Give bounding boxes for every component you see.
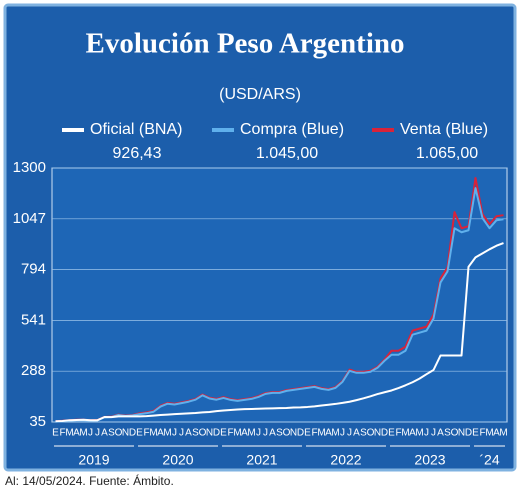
x-tick-label: M [401, 428, 409, 439]
x-tick-label: A [493, 428, 500, 439]
x-tick-label: O [451, 428, 459, 439]
legend-value: 926,43 [113, 145, 162, 162]
x-tick-label: M [499, 428, 507, 439]
x-tick-label: E [136, 428, 143, 439]
year-label: 2021 [246, 452, 277, 468]
x-tick-label: F [395, 428, 401, 439]
x-tick-label: N [290, 428, 297, 439]
year-label: 2022 [330, 452, 361, 468]
footnote: Al: 14/05/2024. Fuente: Ámbito. [5, 473, 174, 488]
x-tick-label: S [444, 428, 451, 439]
y-tick-label: 794 [21, 261, 46, 278]
x-tick-label: J [263, 428, 268, 439]
x-tick-label: D [465, 428, 472, 439]
x-tick-label: N [122, 428, 129, 439]
x-tick-label: M [247, 428, 255, 439]
x-tick-label: J [88, 428, 93, 439]
x-tick-label: M [317, 428, 325, 439]
x-tick-label: D [381, 428, 388, 439]
x-tick-label: S [108, 428, 115, 439]
x-tick-label: S [192, 428, 199, 439]
series-line [55, 242, 504, 423]
x-tick-label: J [424, 428, 429, 439]
x-tick-label: N [374, 428, 381, 439]
x-tick-label: J [431, 428, 436, 439]
x-tick-label: A [269, 428, 276, 439]
x-tick-label: M [163, 428, 171, 439]
x-tick-label: J [256, 428, 261, 439]
x-tick-label: A [101, 428, 108, 439]
x-tick-label: E [304, 428, 311, 439]
x-tick-label: D [213, 428, 220, 439]
x-tick-label: F [59, 428, 65, 439]
x-tick-label: A [157, 428, 164, 439]
x-tick-label: S [360, 428, 367, 439]
plot-area [51, 167, 508, 423]
legend-label: Compra (Blue) [240, 121, 344, 138]
legend-label: Oficial (BNA) [90, 121, 182, 138]
x-tick-label: O [367, 428, 375, 439]
x-tick-label: E [388, 428, 395, 439]
y-tick-label: 541 [21, 311, 46, 328]
x-tick-label: A [437, 428, 444, 439]
x-tick-label: M [149, 428, 157, 439]
x-tick-label: A [353, 428, 360, 439]
legend-label: Venta (Blue) [400, 121, 488, 138]
x-tick-label: A [409, 428, 416, 439]
x-tick-label: M [233, 428, 241, 439]
x-tick-label: J [172, 428, 177, 439]
x-tick-label: F [479, 428, 485, 439]
x-tick-label: M [65, 428, 73, 439]
y-tick-label: 288 [21, 362, 46, 379]
x-tick-label: F [143, 428, 149, 439]
x-tick-label: S [276, 428, 283, 439]
x-tick-label: M [485, 428, 493, 439]
x-tick-label: J [179, 428, 184, 439]
x-tick-label: J [95, 428, 100, 439]
chart-title: Evolución Peso Argentino [85, 28, 404, 60]
x-tick-label: E [472, 428, 479, 439]
x-tick-label: E [52, 428, 59, 439]
x-tick-label: F [311, 428, 317, 439]
x-tick-label: O [283, 428, 291, 439]
x-tick-label: N [458, 428, 465, 439]
x-tick-label: A [73, 428, 80, 439]
year-label: ´24 [479, 452, 499, 468]
x-tick-label: O [199, 428, 207, 439]
y-tick-label: 1047 [13, 210, 46, 227]
y-tick-label: 1300 [13, 159, 46, 176]
year-label: 2019 [78, 452, 109, 468]
x-tick-label: J [347, 428, 352, 439]
x-tick-label: M [331, 428, 339, 439]
x-tick-label: D [129, 428, 136, 439]
x-tick-label: A [325, 428, 332, 439]
subtitle: (USD/ARS) [219, 86, 301, 103]
x-tick-label: F [227, 428, 233, 439]
year-label: 2020 [162, 452, 193, 468]
legend-value: 1.065,00 [416, 145, 478, 162]
legend-value: 1.045,00 [256, 145, 318, 162]
x-tick-label: M [79, 428, 87, 439]
x-tick-label: A [185, 428, 192, 439]
x-tick-label: O [115, 428, 123, 439]
y-tick-label: 35 [29, 413, 46, 430]
x-tick-label: N [206, 428, 213, 439]
x-tick-label: E [220, 428, 227, 439]
x-tick-label: M [415, 428, 423, 439]
x-tick-label: J [340, 428, 345, 439]
year-label: 2023 [414, 452, 445, 468]
x-tick-label: A [241, 428, 248, 439]
x-tick-label: D [297, 428, 304, 439]
